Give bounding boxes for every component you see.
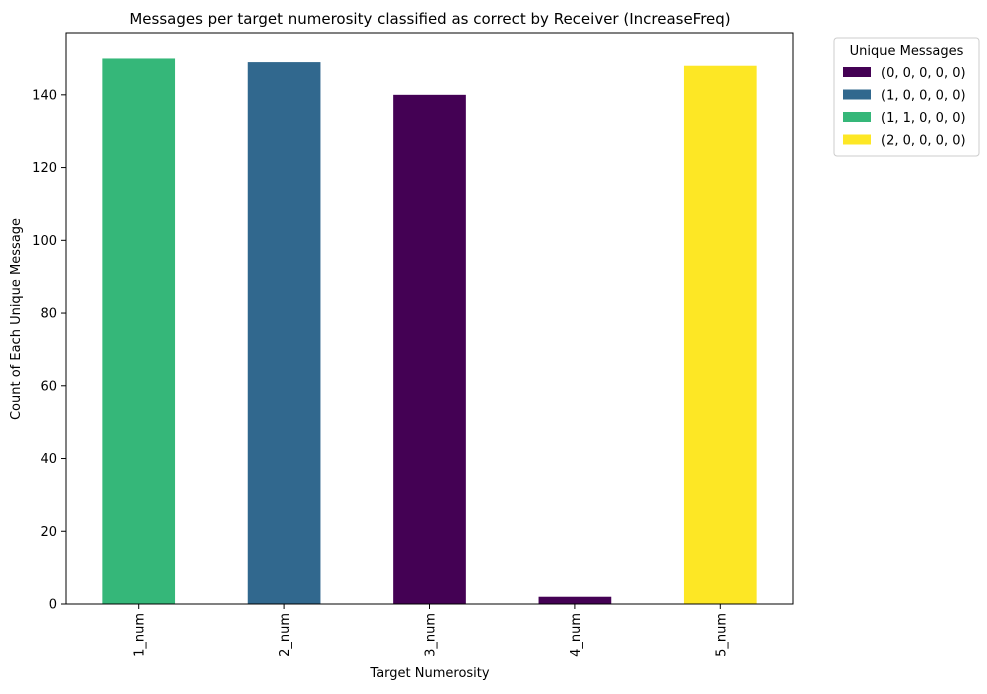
legend-entry-label: (1, 1, 0, 0, 0) xyxy=(881,111,966,126)
bar-4_num-series-0 xyxy=(538,596,612,604)
legend-swatch xyxy=(843,112,871,122)
x-tick-label: 5_num xyxy=(714,613,729,657)
y-tick-label: 140 xyxy=(32,88,57,103)
y-tick-label: 0 xyxy=(49,598,57,613)
bar-2_num-series-1 xyxy=(247,62,321,605)
legend: Unique Messages (0, 0, 0, 0, 0) (1, 0, 0, … xyxy=(833,37,980,157)
x-tick-label: 4_num xyxy=(569,613,584,657)
bar-5_num-series-3 xyxy=(683,65,757,604)
y-tick-label: 40 xyxy=(40,452,57,467)
y-tick-label: 60 xyxy=(40,379,57,394)
plot-area: 0 20 40 60 80 100 120 140 1_num 2_num 3_num 4_num 5_… xyxy=(32,32,794,657)
legend-entry-label: (1, 0, 0, 0, 0) xyxy=(881,89,966,104)
legend-title: Unique Messages xyxy=(850,44,964,59)
y-tick-label: 100 xyxy=(32,234,57,249)
chart-title: Messages per target numerosity classifie… xyxy=(129,10,730,28)
legend-swatch xyxy=(843,134,871,145)
legend-entry-label: (0, 0, 0, 0, 0) xyxy=(881,66,966,81)
x-tick-label: 3_num xyxy=(424,613,439,657)
legend-entry-label: (2, 0, 0, 0, 0) xyxy=(881,134,966,149)
y-tick-label: 20 xyxy=(40,525,57,540)
x-axis-label: Target Numerosity xyxy=(369,666,489,681)
legend-swatch xyxy=(843,67,871,77)
x-tick-label: 2_num xyxy=(278,613,293,657)
bar-1_num-series-2 xyxy=(102,58,176,604)
legend-swatch xyxy=(843,89,871,100)
bar-3_num-series-0 xyxy=(393,94,466,604)
y-tick-label: 80 xyxy=(40,307,57,322)
y-axis-label: Count of Each Unique Message xyxy=(9,218,24,420)
x-tick-label: 1_num xyxy=(133,613,148,657)
y-tick-label: 120 xyxy=(32,161,57,176)
